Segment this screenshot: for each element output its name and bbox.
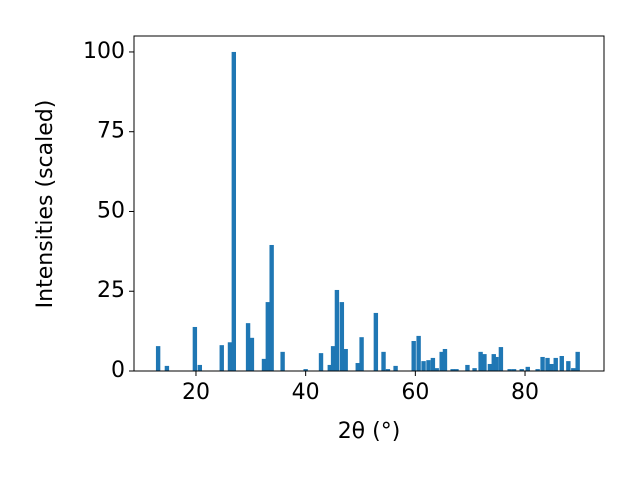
bar bbox=[549, 363, 554, 371]
bar bbox=[472, 368, 477, 371]
bar bbox=[434, 368, 439, 371]
bar bbox=[265, 302, 271, 371]
bar bbox=[487, 363, 493, 371]
y-tick-label: 25 bbox=[97, 278, 125, 303]
bar bbox=[219, 345, 224, 371]
bar bbox=[393, 365, 398, 371]
bar bbox=[559, 356, 564, 371]
plot-frame bbox=[133, 35, 605, 372]
bar bbox=[482, 354, 487, 371]
bar bbox=[426, 360, 431, 371]
bar bbox=[498, 347, 504, 371]
bar bbox=[227, 342, 233, 371]
bar bbox=[566, 361, 571, 371]
bar bbox=[450, 369, 455, 371]
bar bbox=[192, 326, 198, 371]
bar bbox=[359, 337, 364, 371]
y-tick-label: 75 bbox=[97, 119, 125, 144]
bar bbox=[327, 364, 332, 371]
bar bbox=[465, 364, 470, 371]
bar bbox=[442, 348, 448, 371]
bar bbox=[525, 366, 530, 371]
bar bbox=[231, 51, 237, 371]
y-tick-label: 100 bbox=[83, 39, 125, 64]
bar bbox=[519, 369, 524, 371]
bar bbox=[571, 368, 576, 371]
bar bbox=[373, 312, 379, 371]
bar bbox=[478, 351, 483, 371]
bar bbox=[197, 364, 203, 371]
bar bbox=[261, 358, 267, 371]
bar bbox=[249, 337, 255, 371]
bar bbox=[343, 348, 348, 371]
x-tick-label: 60 bbox=[401, 380, 429, 405]
bar bbox=[494, 356, 499, 371]
bar bbox=[575, 351, 580, 371]
bar bbox=[303, 369, 308, 371]
bar bbox=[381, 351, 386, 371]
bar bbox=[439, 351, 444, 371]
bar bbox=[430, 357, 436, 371]
bar bbox=[280, 351, 285, 371]
bar bbox=[553, 357, 558, 371]
bar bbox=[507, 369, 512, 371]
bar bbox=[411, 341, 416, 371]
bar bbox=[454, 369, 459, 371]
bar bbox=[155, 346, 161, 371]
bar bbox=[339, 302, 345, 371]
x-axis-label: 2θ (°) bbox=[338, 419, 401, 444]
bar bbox=[330, 346, 336, 371]
bar bbox=[540, 356, 545, 371]
y-axis-label: Intensities (scaled) bbox=[33, 100, 58, 309]
bar bbox=[491, 354, 496, 371]
bar bbox=[318, 353, 324, 371]
bar bbox=[355, 363, 360, 371]
x-tick-label: 40 bbox=[292, 380, 320, 405]
bar bbox=[421, 361, 426, 371]
bar bbox=[535, 369, 540, 371]
bar bbox=[511, 369, 517, 371]
bar bbox=[164, 365, 170, 371]
x-tick-label: 20 bbox=[182, 380, 210, 405]
x-tick-label: 80 bbox=[511, 380, 539, 405]
y-tick-label: 50 bbox=[97, 198, 125, 223]
bar bbox=[269, 244, 274, 371]
bar bbox=[416, 335, 421, 371]
y-tick-label: 0 bbox=[111, 358, 125, 383]
bar bbox=[245, 323, 251, 371]
bar bbox=[545, 357, 550, 371]
bar bbox=[334, 289, 340, 371]
bar bbox=[385, 369, 391, 371]
